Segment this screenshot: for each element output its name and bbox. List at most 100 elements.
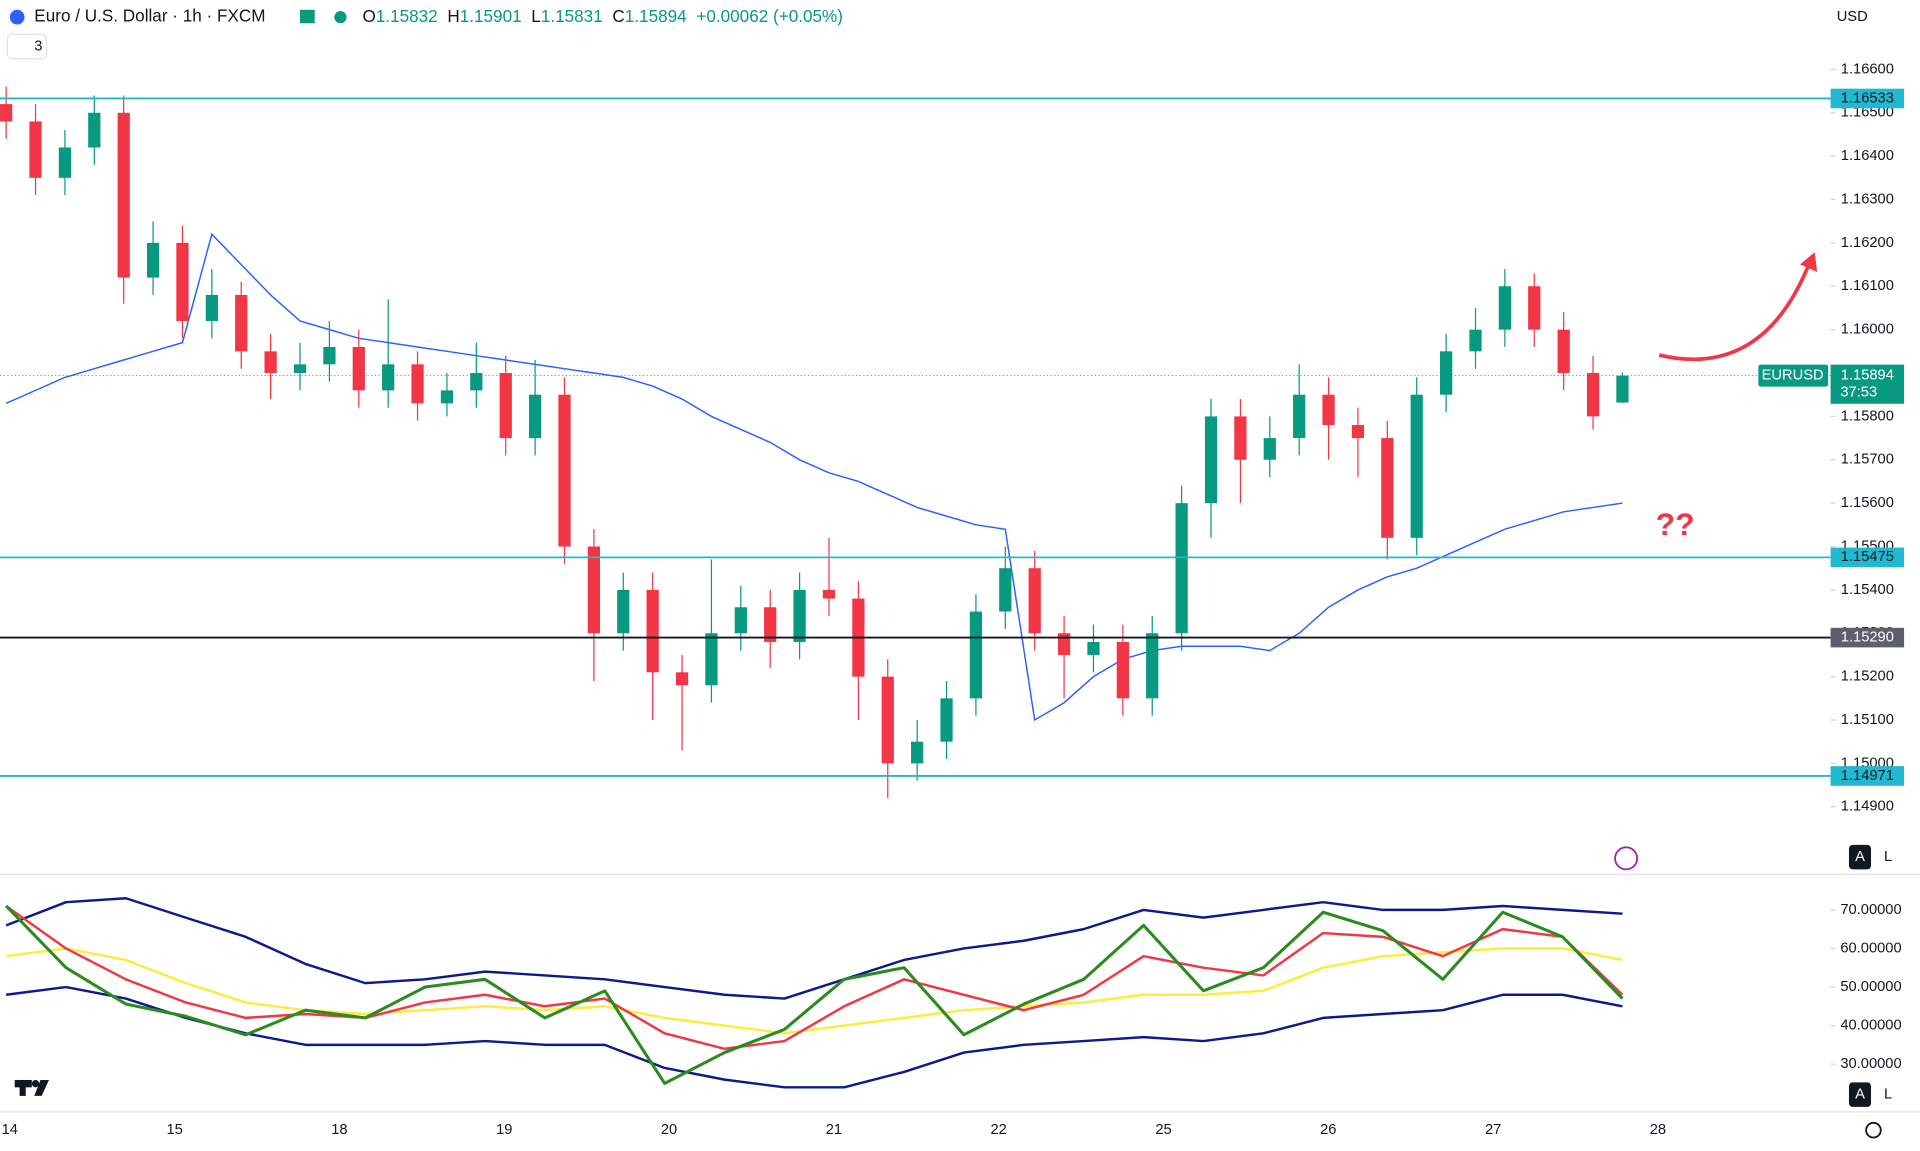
candle-body (264, 351, 277, 374)
pane-buttons: A L A L (1848, 844, 1892, 1107)
candle-body (764, 607, 777, 642)
candle-body (58, 147, 72, 178)
y-tick-label: 1.16300 (1841, 191, 1894, 207)
candle-body (1175, 503, 1188, 634)
candle-body (176, 242, 189, 321)
x-tick-label: 26 (1320, 1122, 1336, 1138)
symbol-icon (9, 9, 25, 25)
log-button[interactable]: L (1884, 849, 1892, 865)
price-badge (1830, 364, 1905, 404)
candle-body (587, 546, 601, 634)
candle-body (793, 589, 806, 642)
candle-body (969, 611, 983, 699)
candle-body (1557, 329, 1570, 374)
y-tick-label: 1.16200 (1841, 235, 1894, 251)
level-label: 1.14971 (1841, 768, 1894, 784)
candle-body (675, 672, 689, 686)
auto-button[interactable]: A (1855, 849, 1865, 865)
log-button[interactable]: L (1884, 1087, 1892, 1103)
tv-logo (14, 1079, 49, 1096)
candle-body (1381, 438, 1394, 538)
oscillator-line (5, 985, 1623, 1089)
x-tick-label: 14 (2, 1122, 18, 1138)
ohlc-value: 1.15894 (625, 6, 687, 26)
x-tick-label: 27 (1485, 1122, 1501, 1138)
candle-body (293, 364, 307, 374)
candle-body (558, 394, 571, 547)
candle-body (646, 589, 659, 673)
y-tick-label: 30.00000 (1840, 1056, 1901, 1072)
candle-body (382, 364, 395, 391)
candle-body (440, 390, 454, 404)
y-tick-label: 1.16600 (1841, 61, 1894, 77)
candle-body (1528, 286, 1541, 330)
x-tick-label: 20 (661, 1122, 677, 1138)
price-label: 1.15894 (1841, 367, 1894, 383)
symbol-label: EURUSD (1762, 367, 1824, 383)
indicator-toggle[interactable] (6, 33, 48, 60)
y-tick-label: 50.00000 (1840, 979, 1901, 995)
symbol-title: Euro / U.S. Dollar · 1h · FXCM (34, 6, 265, 26)
candle-body (352, 346, 365, 391)
y-tick-label: 1.15700 (1841, 452, 1894, 468)
flag-icon (300, 9, 315, 24)
annotation: ?? (1656, 506, 1695, 542)
oscillator-line (5, 897, 1623, 1000)
y-tick-label: 1.16000 (1841, 322, 1894, 338)
ohlc-key: O (362, 6, 375, 26)
candle-body (1351, 425, 1365, 439)
candle-body (1263, 438, 1276, 460)
candle-body (705, 633, 718, 686)
candle-body (1586, 373, 1600, 417)
y-tick-label: 1.15800 (1841, 408, 1894, 424)
y-tick-label: 1.15400 (1841, 582, 1894, 598)
settings-icon[interactable] (1865, 1121, 1882, 1139)
ohlc-key: L (531, 6, 541, 26)
candle-body (29, 121, 42, 178)
candle-body (1410, 394, 1423, 538)
candle-body (1087, 641, 1100, 655)
level-label: 1.15475 (1841, 549, 1894, 565)
alert-icon[interactable] (1614, 846, 1639, 871)
y-tick-label: 1.16500 (1841, 105, 1894, 121)
level-label: 1.16533 (1841, 90, 1894, 106)
candle-body (734, 607, 747, 634)
change: +0.00062 (+0.05%) (696, 6, 843, 26)
ohlc-value: 1.15831 (541, 6, 603, 26)
auto-button[interactable]: A (1855, 1087, 1865, 1103)
y-tick-label: 1.16100 (1841, 278, 1894, 294)
button-bg[interactable] (1848, 844, 1872, 870)
candle-body (0, 104, 13, 122)
logo-part (34, 1079, 49, 1096)
level-label: 1.15290 (1841, 629, 1894, 645)
currency: USD (1837, 9, 1868, 25)
button-bg[interactable] (1848, 1082, 1872, 1107)
symbol-badge (1758, 364, 1829, 387)
ohlc-value: 1.15832 (376, 6, 438, 26)
ohlc-value: 1.15901 (460, 6, 522, 26)
header: Euro / U.S. Dollar · 1h · FXCM O1.15832 … (6, 6, 1868, 60)
level-badge (1830, 766, 1905, 786)
candle-body (1057, 633, 1071, 655)
moving-average (5, 232, 1623, 722)
candle-body (411, 364, 424, 404)
y-tick-label: 1.16400 (1841, 148, 1894, 164)
arrow (1658, 261, 1812, 362)
y-tick-label: 1.14900 (1841, 799, 1894, 815)
level-badge (1830, 547, 1905, 568)
oscillator-line (5, 904, 1624, 1050)
x-tick-label: 25 (1155, 1122, 1171, 1138)
candle-body (1204, 416, 1218, 504)
candle-body (999, 568, 1012, 612)
candle-body (323, 346, 336, 365)
ohlc-key: H (447, 6, 459, 26)
x-tick-label: 19 (496, 1122, 512, 1138)
oscillator-line (5, 947, 1623, 1035)
logo-part (19, 1079, 26, 1096)
candle-body (1028, 568, 1041, 634)
y-tick-label: 1.15600 (1841, 495, 1894, 511)
level-badge (1830, 88, 1905, 109)
